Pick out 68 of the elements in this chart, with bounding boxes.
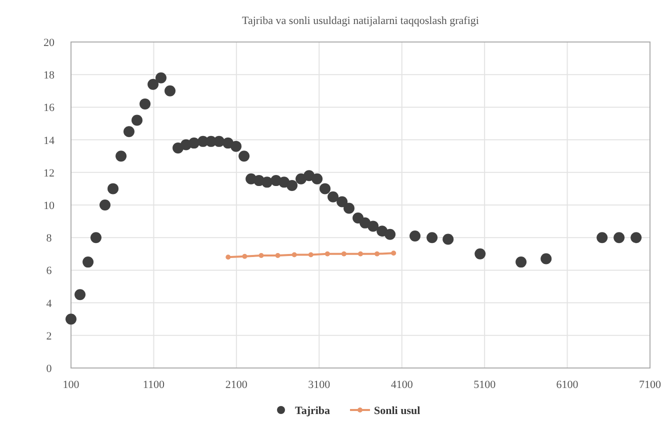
y-tick-label: 16	[44, 102, 55, 114]
legend-label: Tajriba	[295, 405, 331, 417]
point	[214, 136, 225, 147]
y-tick-label: 10	[44, 200, 55, 212]
point	[148, 78, 159, 90]
point	[108, 183, 119, 194]
point	[66, 314, 76, 325]
legend-label: Sonli usul	[374, 405, 420, 417]
point	[116, 150, 127, 162]
point	[426, 232, 438, 244]
point	[238, 150, 250, 162]
x-tick-label: 5100	[474, 379, 496, 391]
y-tick-label: 14	[44, 134, 55, 147]
x-tick-label: 1100	[142, 379, 166, 391]
point	[123, 126, 134, 138]
point	[344, 202, 355, 214]
x-tick-label: 6100	[556, 379, 579, 391]
point	[596, 232, 608, 244]
point	[341, 251, 346, 256]
point	[226, 254, 231, 260]
y-tick-label: 4	[46, 298, 52, 310]
y-tick-label: 20	[44, 37, 55, 49]
point	[474, 248, 486, 260]
y-tick-label: 18	[44, 70, 55, 82]
point	[132, 114, 143, 126]
point	[90, 232, 102, 244]
x-tick-label: 3100	[308, 379, 331, 391]
x-tick-label: 7100	[639, 379, 662, 391]
point	[275, 253, 280, 258]
point	[286, 180, 298, 191]
y-tick-label: 12	[44, 167, 54, 180]
point	[410, 230, 421, 242]
point	[516, 256, 527, 268]
point	[328, 191, 339, 202]
point	[312, 173, 323, 184]
point	[614, 232, 625, 244]
point	[230, 140, 242, 152]
point	[630, 232, 642, 244]
point	[320, 183, 331, 194]
point	[540, 253, 552, 264]
point	[374, 251, 380, 256]
y-tick-label: 6	[46, 265, 52, 278]
point	[384, 228, 396, 240]
point	[292, 252, 297, 258]
point	[242, 254, 248, 259]
point	[99, 200, 110, 210]
y-tick-label: 2	[46, 330, 52, 342]
y-tick-label: 8	[46, 232, 52, 245]
point	[74, 289, 86, 300]
y-tick-label: 0	[46, 363, 52, 375]
point	[324, 251, 330, 256]
x-tick-label: 100	[62, 379, 80, 391]
x-tick-label: 2100	[225, 379, 248, 391]
point	[155, 72, 166, 84]
point	[442, 234, 454, 245]
point	[336, 196, 348, 208]
point	[358, 251, 363, 256]
point	[258, 253, 264, 258]
point	[82, 256, 94, 268]
point	[188, 138, 200, 149]
point	[140, 98, 151, 110]
point	[368, 220, 379, 232]
point	[308, 252, 314, 258]
point	[164, 85, 176, 96]
point	[391, 250, 396, 256]
chart-title: Tajriba va sonli usuldagi natijalarni taqqoslash grafigi	[242, 15, 479, 27]
point	[262, 176, 273, 188]
x-tick-label: 4100	[390, 379, 414, 391]
